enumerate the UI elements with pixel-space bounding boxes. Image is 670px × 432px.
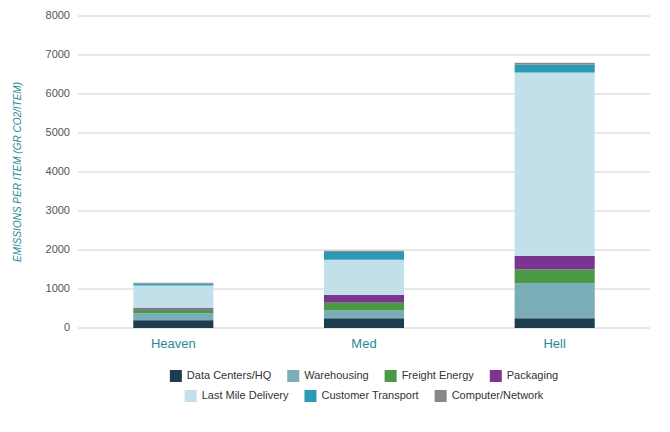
bar-segment: [515, 256, 595, 270]
bar-segment: [133, 308, 213, 309]
bar-segment: [515, 318, 595, 328]
legend-swatch: [385, 370, 397, 382]
legend-swatch: [490, 370, 502, 382]
bar-segment: [515, 65, 595, 73]
bar-segment: [133, 282, 213, 284]
grid: [78, 16, 650, 328]
grid-line: [78, 55, 650, 56]
x-tick-label: Heaven: [151, 336, 196, 351]
chart: 0 1000 2000 3000 4000 5000 6000 7000 8000 EMISSIO…: [0, 0, 670, 432]
bar-segment: [133, 285, 213, 308]
legend-label: Freight Energy: [402, 369, 475, 381]
bars: [133, 63, 594, 328]
bar-segment: [515, 73, 595, 256]
bar-segment: [324, 251, 404, 252]
x-tick-label: Hell: [543, 336, 566, 351]
bar-segment: [324, 310, 404, 318]
x-tick-label: Med: [351, 336, 376, 351]
y-tick-label: 7000: [46, 48, 70, 60]
legend-swatch: [185, 390, 197, 402]
legend-swatch: [287, 370, 299, 382]
legend-item: Customer Transport: [304, 389, 418, 402]
legend-label: Customer Transport: [321, 389, 418, 401]
bar-segment: [133, 313, 213, 320]
legend-swatch: [170, 370, 182, 382]
bar-segment: [515, 270, 595, 284]
bar-segment: [515, 283, 595, 318]
legend-item: Last Mile Delivery: [185, 389, 289, 402]
bar-segment: [133, 284, 213, 286]
legend-label: Packaging: [507, 369, 558, 381]
bar-segment: [324, 318, 404, 328]
bar-segment: [324, 252, 404, 260]
y-tick-label: 8000: [46, 9, 70, 21]
legend: Data Centers/HQ Warehousing Freight Energy…: [170, 369, 558, 402]
legend-item: Data Centers/HQ: [170, 369, 272, 382]
bar-segment: [324, 260, 404, 295]
y-tick-label: 5000: [46, 126, 70, 138]
y-tick-label: 1000: [46, 282, 70, 294]
y-tick-label: 3000: [46, 204, 70, 216]
bar-segment: [133, 309, 213, 313]
bar-segment: [133, 320, 213, 328]
legend-item: Computer/Network: [435, 389, 544, 402]
legend-item: Warehousing: [287, 369, 368, 382]
y-tick-label: 0: [64, 321, 70, 333]
legend-label: Warehousing: [304, 369, 368, 381]
legend-label: Last Mile Delivery: [202, 389, 289, 401]
bar-segment: [324, 303, 404, 311]
legend-label: Data Centers/HQ: [187, 369, 272, 381]
y-tick-label: 2000: [46, 243, 70, 255]
legend-swatch: [304, 390, 316, 402]
legend-item: Freight Energy: [385, 369, 475, 382]
bar-segment: [324, 295, 404, 303]
legend-label: Computer/Network: [452, 389, 544, 401]
bar-segment: [515, 63, 595, 65]
y-tick-label: 6000: [46, 87, 70, 99]
y-tick-label: 4000: [46, 165, 70, 177]
grid-line: [78, 16, 650, 17]
legend-item: Packaging: [490, 369, 558, 382]
legend-swatch: [435, 390, 447, 402]
y-axis-label: EMISSIONS PER ITEM (GR CO2/ITEM): [12, 82, 23, 262]
